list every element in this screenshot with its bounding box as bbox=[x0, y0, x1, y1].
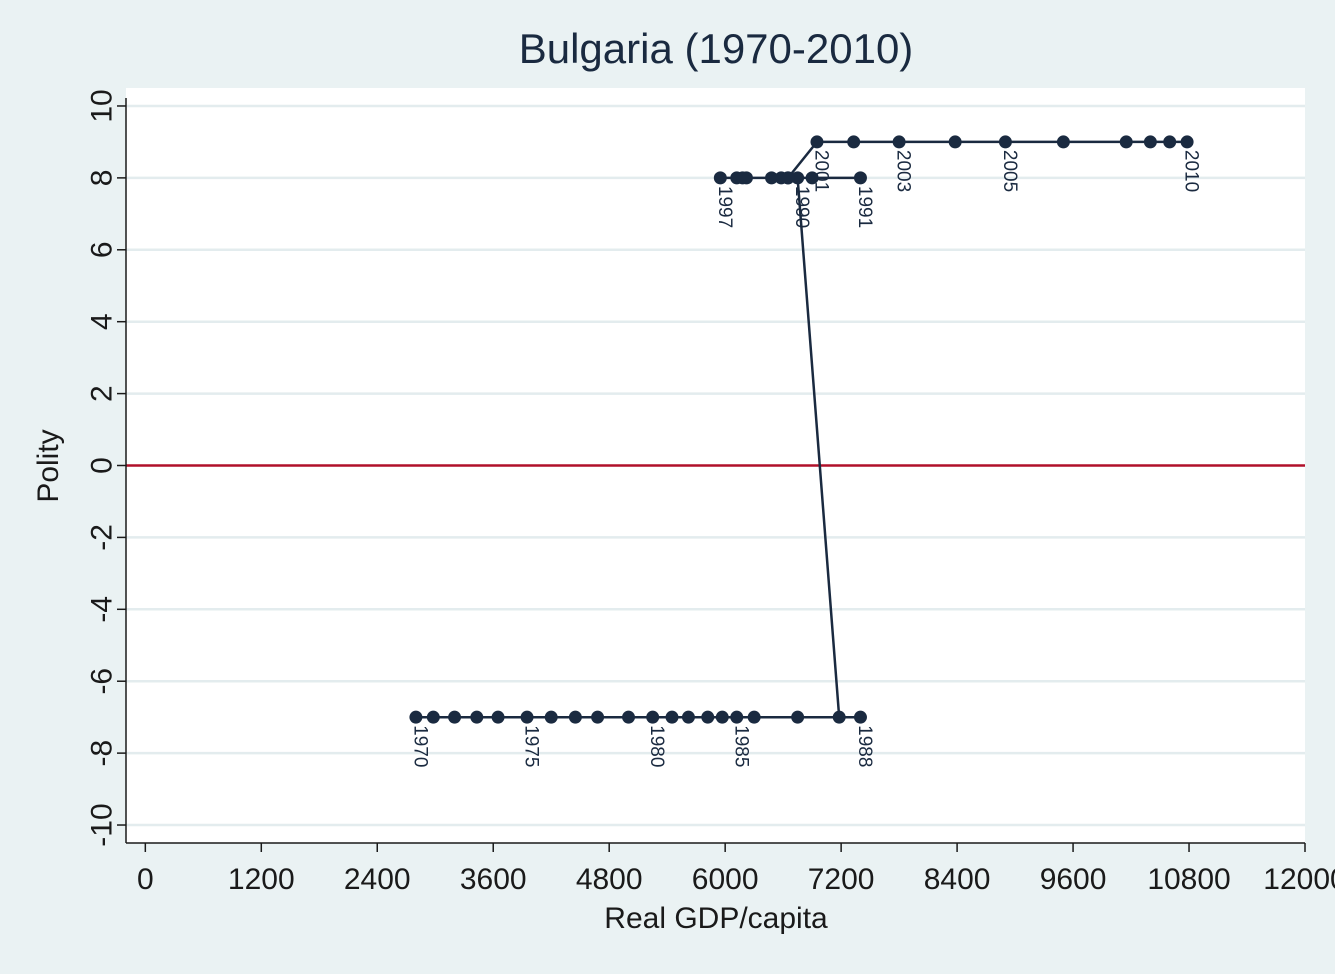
grid bbox=[126, 104, 1305, 827]
point-label-1988: 1988 bbox=[854, 725, 875, 767]
data-point-2005 bbox=[998, 135, 1012, 149]
y-tick-label-4: 4 bbox=[86, 313, 119, 330]
point-label-1975: 1975 bbox=[521, 725, 542, 767]
point-label-2003: 2003 bbox=[893, 150, 914, 192]
data-point-1976 bbox=[544, 710, 558, 724]
data-point-1988 bbox=[853, 710, 867, 724]
data-point-1984 bbox=[715, 710, 729, 724]
data-point-1986 bbox=[747, 710, 761, 724]
data-point-2006 bbox=[1056, 135, 1070, 149]
point-label-2001: 2001 bbox=[810, 150, 831, 192]
y-tick-label-8: 8 bbox=[86, 170, 119, 187]
data-point-1997 bbox=[713, 171, 727, 185]
y-axis-title: Polity bbox=[32, 429, 65, 502]
y-tick-label-6: 6 bbox=[86, 241, 119, 258]
data-point-2002 bbox=[847, 135, 861, 149]
data-point-2001 bbox=[810, 135, 824, 149]
x-tick-label-1200: 1200 bbox=[228, 863, 295, 896]
x-axis: 0 1200 2400 3600 4800 6000 7200 8400 9600 10800 12… bbox=[126, 842, 1335, 896]
data-point-1971 bbox=[426, 710, 440, 724]
data-point-1982 bbox=[681, 710, 695, 724]
markers bbox=[409, 135, 1194, 724]
data-point-2007 bbox=[1119, 135, 1133, 149]
data-point-1992 bbox=[805, 171, 819, 185]
y-tick-label-m6: -6 bbox=[86, 668, 119, 695]
data-point-1974 bbox=[491, 710, 505, 724]
data-point-1972 bbox=[448, 710, 462, 724]
point-label-2005: 2005 bbox=[999, 150, 1020, 192]
point-label-1990: 1990 bbox=[791, 186, 812, 228]
data-point-1990 bbox=[791, 171, 805, 185]
data-point-1977 bbox=[568, 710, 582, 724]
y-tick-label-2: 2 bbox=[86, 385, 119, 402]
data-point-1999 bbox=[736, 171, 750, 185]
data-point-1987 bbox=[791, 710, 805, 724]
data-point-2004 bbox=[948, 135, 962, 149]
point-label-1980: 1980 bbox=[646, 725, 667, 767]
data-point-2000 bbox=[781, 171, 795, 185]
x-tick-label-6000: 6000 bbox=[692, 863, 759, 896]
point-label-1985: 1985 bbox=[730, 725, 751, 767]
point-labels: 1970 1975 1980 1985 1988 1990 1991 1997 2001 2003… bbox=[409, 150, 1201, 768]
x-tick-label-0: 0 bbox=[137, 863, 154, 896]
data-point-1975 bbox=[520, 710, 534, 724]
data-point-1978 bbox=[591, 710, 605, 724]
point-label-1997: 1997 bbox=[714, 186, 735, 228]
x-tick-label-8400: 8400 bbox=[924, 863, 991, 896]
data-point-1980 bbox=[646, 710, 660, 724]
y-tick-label-m2: -2 bbox=[86, 524, 119, 551]
point-label-1970: 1970 bbox=[409, 725, 430, 767]
data-point-1995 bbox=[765, 171, 779, 185]
y-tick-label-m8: -8 bbox=[86, 740, 119, 767]
x-tick-label-10800: 10800 bbox=[1147, 863, 1230, 896]
x-tick-label-7200: 7200 bbox=[808, 863, 875, 896]
y-tick-label-0: 0 bbox=[86, 457, 119, 474]
x-tick-label-9600: 9600 bbox=[1040, 863, 1107, 896]
chart-title: Bulgaria (1970-2010) bbox=[519, 25, 914, 72]
data-point-1979 bbox=[622, 710, 636, 724]
data-point-1989 bbox=[832, 710, 846, 724]
data-point-1991 bbox=[853, 171, 867, 185]
data-point-2009 bbox=[1163, 135, 1177, 149]
y-tick-label-m10: -10 bbox=[86, 803, 119, 846]
data-point-2010 bbox=[1180, 135, 1194, 149]
data-point-2008 bbox=[1143, 135, 1157, 149]
point-label-2010: 2010 bbox=[1181, 150, 1202, 192]
x-tick-label-4800: 4800 bbox=[576, 863, 643, 896]
y-tick-label-m4: -4 bbox=[86, 596, 119, 623]
data-point-2003 bbox=[892, 135, 906, 149]
data-point-1983 bbox=[701, 710, 715, 724]
x-axis-title: Real GDP/capita bbox=[604, 902, 828, 935]
x-tick-label-3600: 3600 bbox=[460, 863, 527, 896]
data-point-1973 bbox=[470, 710, 484, 724]
y-tick-label-10: 10 bbox=[86, 89, 119, 122]
x-tick-label-12000: 12000 bbox=[1263, 863, 1335, 896]
data-point-1970 bbox=[409, 710, 423, 724]
data-point-1981 bbox=[665, 710, 679, 724]
point-label-1991: 1991 bbox=[854, 186, 875, 228]
x-tick-label-2400: 2400 bbox=[344, 863, 411, 896]
data-point-1985 bbox=[730, 710, 744, 724]
y-axis: -10 -8 -6 -4 -2 0 2 4 6 8 10 bbox=[86, 89, 127, 847]
